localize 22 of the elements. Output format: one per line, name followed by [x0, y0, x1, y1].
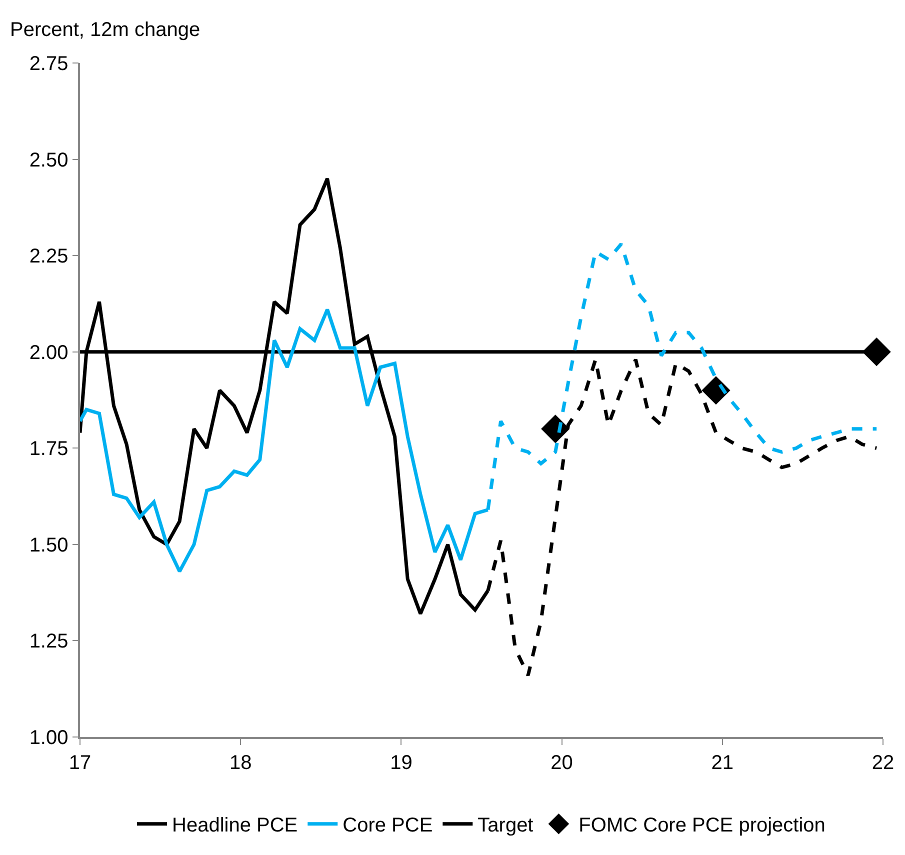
y-tick-label: 2.75	[29, 53, 68, 75]
x-tick-label: 18	[229, 752, 252, 774]
y-tick-label: 2.00	[29, 342, 68, 364]
point	[541, 414, 570, 444]
y-tick-label: 2.50	[29, 149, 68, 172]
y-axis-title: Percent, 12m change	[10, 19, 200, 41]
y-tick-label: 1.25	[29, 630, 68, 653]
y-tick-label: 2.25	[29, 246, 68, 268]
y-tick-label: 1.75	[29, 438, 68, 460]
x-tick-label: 17	[68, 752, 92, 774]
x-tick-label: 21	[711, 752, 734, 774]
legend-label: Core PCE	[342, 814, 433, 837]
point	[702, 376, 730, 405]
legend-label: Target	[478, 814, 534, 837]
legend-label: FOMC Core PCE projection	[578, 814, 826, 837]
y-tick-label: 1.00	[29, 727, 68, 749]
legend-label: Headline PCE	[172, 814, 298, 837]
x-tick-label: 19	[390, 752, 412, 774]
point	[862, 338, 891, 366]
x-tick-label: 20	[550, 752, 573, 774]
x-tick-label: 22	[872, 752, 894, 774]
y-tick-label: 1.50	[29, 534, 68, 556]
